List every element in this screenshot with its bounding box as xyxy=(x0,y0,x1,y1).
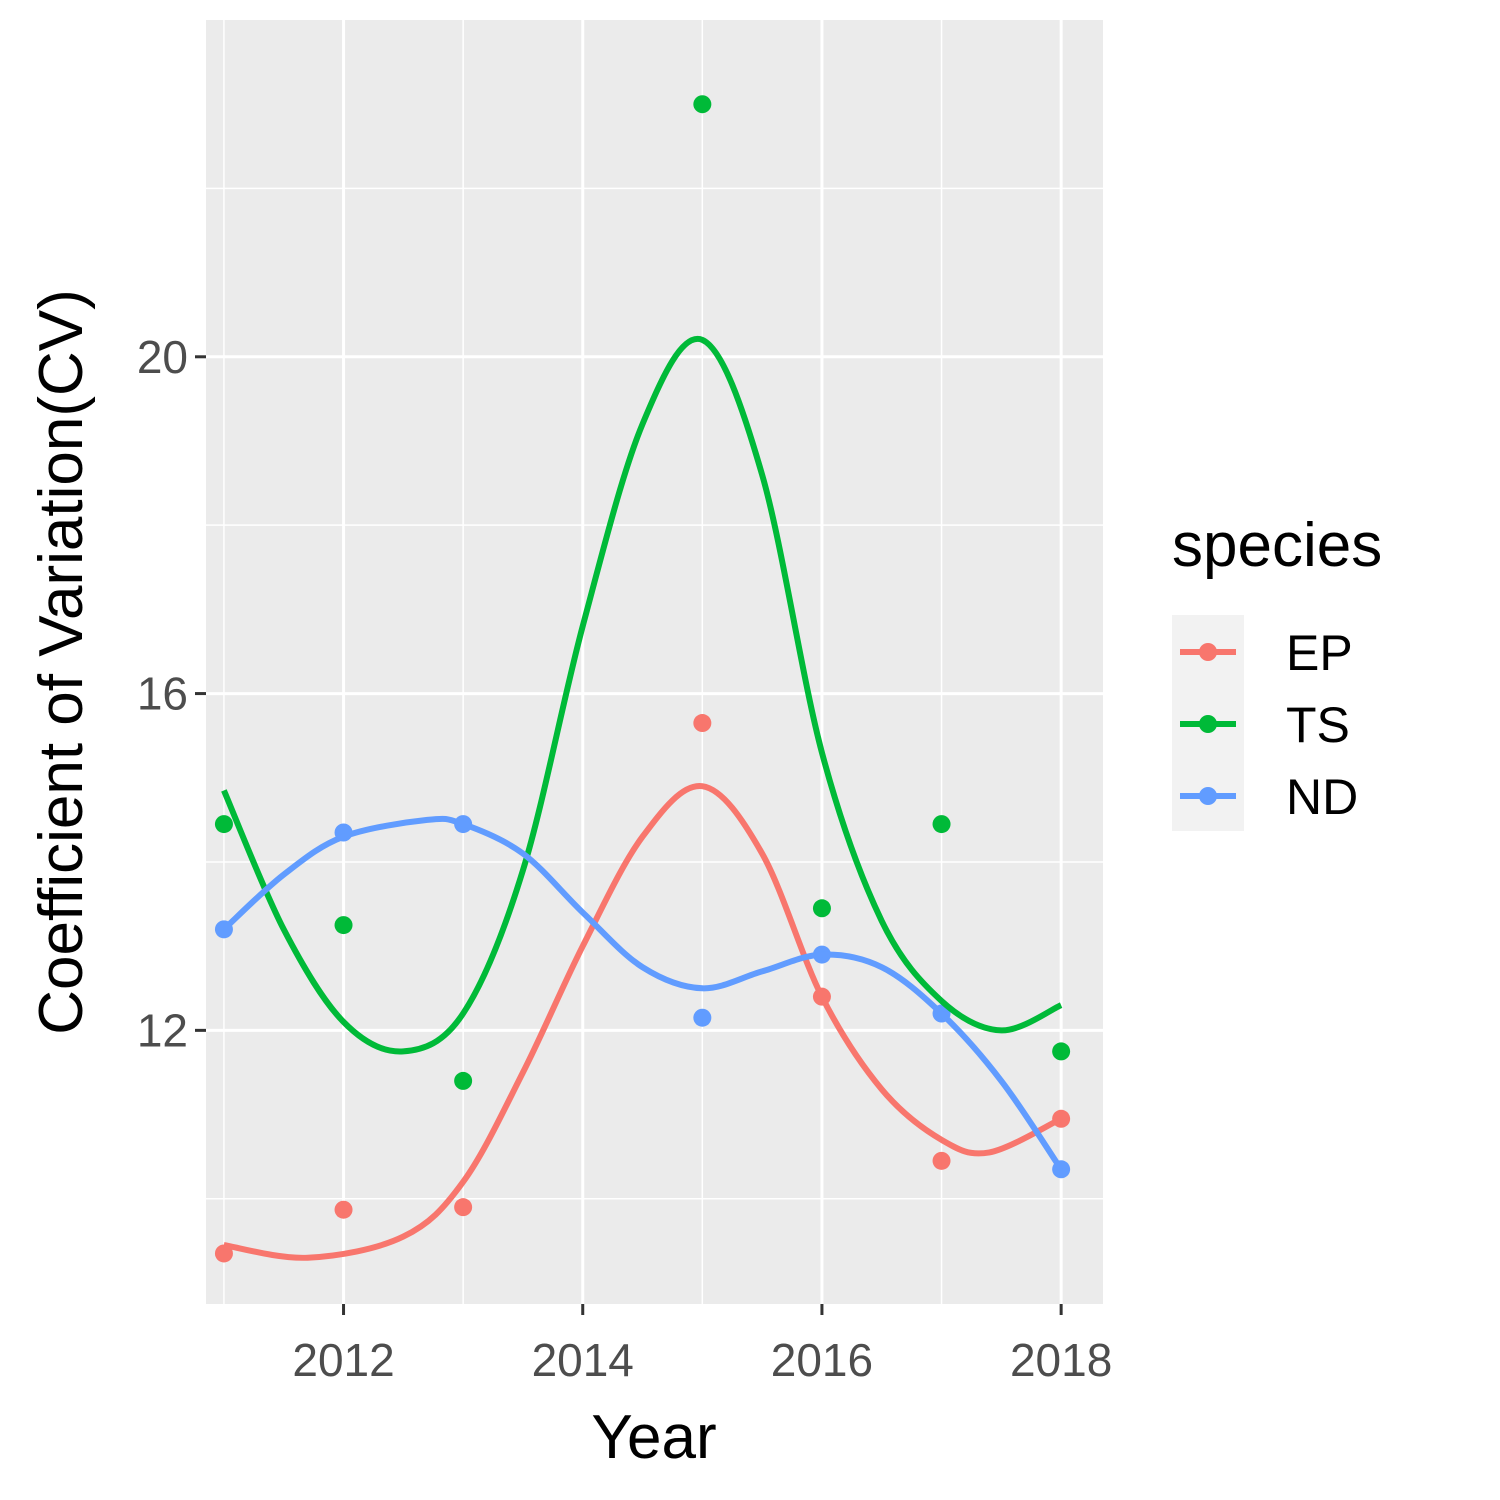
data-point-ts xyxy=(693,95,712,114)
y-tick-label: 16 xyxy=(137,668,188,720)
y-tick-label: 12 xyxy=(137,1004,188,1056)
legend-key-point-nd xyxy=(1199,787,1217,805)
minor-gridlines xyxy=(206,20,1103,1304)
data-point-ts xyxy=(454,1071,473,1090)
data-point-ts xyxy=(812,899,831,918)
legend-key-point-ts xyxy=(1199,715,1217,733)
lines-layer xyxy=(221,335,1064,1261)
legend-key-point-ep xyxy=(1199,643,1217,661)
legend-label-ts: TS xyxy=(1286,697,1350,753)
legend: species EP TS ND xyxy=(1172,511,1382,831)
x-tick-label: 2012 xyxy=(292,1334,394,1386)
x-tick-label: 2018 xyxy=(1010,1334,1112,1386)
axes: 2012 2014 2016 2018 12 16 20 xyxy=(137,331,1112,1386)
x-axis-title: Year xyxy=(591,1403,716,1472)
data-point-ts xyxy=(214,815,233,834)
legend-title: species xyxy=(1172,511,1382,580)
series-layer xyxy=(214,95,1071,1263)
series-line-ep xyxy=(223,783,1063,1261)
y-axis-title: Coefficient of Variation(CV) xyxy=(27,289,96,1034)
data-point-ts xyxy=(334,916,353,935)
data-point-ts xyxy=(932,815,951,834)
series-line-ts xyxy=(221,335,1063,1055)
series-line-nd xyxy=(221,815,1064,1171)
data-point-ep xyxy=(693,714,712,733)
x-tick-label: 2016 xyxy=(771,1334,873,1386)
y-tick-label: 20 xyxy=(137,331,188,383)
legend-label-ep: EP xyxy=(1286,625,1353,681)
data-point-nd xyxy=(693,1008,712,1027)
data-point-ts xyxy=(1052,1042,1071,1061)
plot-panel xyxy=(206,20,1103,1304)
data-point-ep xyxy=(334,1200,353,1219)
major-gridlines xyxy=(206,20,1103,1304)
x-tick-label: 2014 xyxy=(532,1334,634,1386)
data-point-ep xyxy=(454,1198,473,1217)
data-point-ep xyxy=(932,1151,951,1170)
legend-label-nd: ND xyxy=(1286,769,1358,825)
